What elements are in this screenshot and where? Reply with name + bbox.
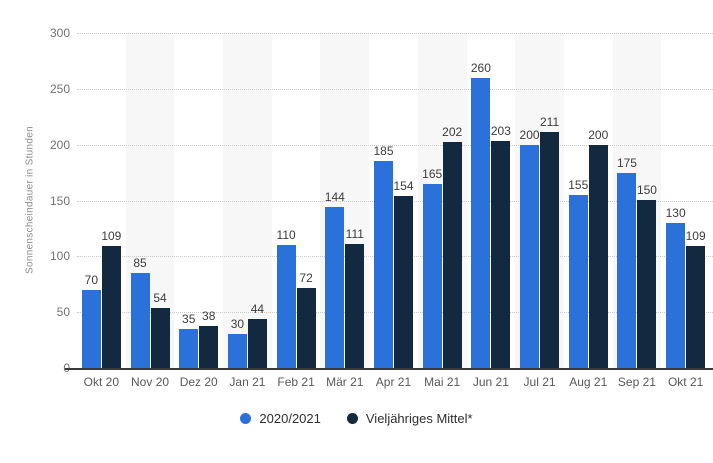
bar-series2[interactable]: 109 <box>686 229 706 368</box>
bar-series1[interactable]: 165 <box>422 167 442 368</box>
bar-series2[interactable]: 44 <box>247 302 267 368</box>
value-label: 54 <box>153 291 167 305</box>
value-label: 70 <box>84 273 99 287</box>
category-column: 35 38 <box>174 33 223 368</box>
legend-marker-vieljaehriges-mittel-icon <box>346 413 358 424</box>
legend-item-2020-2021[interactable]: 2020/2021 <box>240 411 321 426</box>
y-tick-label: 50 <box>56 305 70 320</box>
value-label: 85 <box>133 256 147 270</box>
value-label: 38 <box>202 309 216 323</box>
legend-label-vieljaehriges-mittel: Vieljähriges Mittel* <box>365 411 473 426</box>
x-axis-label: Sep 21 <box>617 375 656 389</box>
x-axis-label: Feb 21 <box>277 375 315 389</box>
category-column: 130 109 <box>661 33 710 368</box>
x-axis-label: Dez 20 <box>179 375 218 389</box>
bar-series1[interactable]: 260 <box>471 61 491 368</box>
bar-series1[interactable]: 85 <box>130 256 150 368</box>
category-column: 70 109 <box>77 33 126 368</box>
bar-series2[interactable]: 202 <box>442 125 462 368</box>
category-column: 155 200 <box>564 33 613 368</box>
value-label: 202 <box>442 125 463 139</box>
y-tick-label: 200 <box>49 137 70 152</box>
bar-series2[interactable]: 150 <box>637 183 657 368</box>
bar-series1[interactable]: 200 <box>520 128 540 368</box>
y-gridline <box>77 144 713 146</box>
legend-label-2020-2021: 2020/2021 <box>259 411 321 426</box>
category-column: 260 203 <box>467 33 516 368</box>
x-axis-label: Mär 21 <box>326 375 364 389</box>
y-gridline <box>77 88 713 90</box>
value-label: 154 <box>393 179 414 193</box>
bar-series1[interactable]: 185 <box>373 144 394 368</box>
bar-series2[interactable]: 154 <box>393 179 414 368</box>
x-axis-label: Okt 21 <box>667 375 704 389</box>
bar-series1[interactable]: 175 <box>617 156 637 368</box>
x-axis-label: Mai 21 <box>424 375 461 389</box>
y-tick-label: 100 <box>49 249 70 264</box>
y-gridline <box>77 33 713 34</box>
bar-series1[interactable]: 110 <box>277 228 296 368</box>
value-label: 109 <box>101 229 122 243</box>
x-axis-label: Apr 21 <box>375 375 412 389</box>
bar-series2[interactable]: 38 <box>199 309 219 368</box>
category-column: 200 211 <box>515 33 564 368</box>
y-tick-label: 250 <box>49 81 70 96</box>
bar-series2[interactable]: 211 <box>540 115 559 368</box>
y-tick-label: 0 <box>20 361 70 375</box>
category-column: 85 54 <box>126 33 175 368</box>
y-tick-label: 150 <box>49 193 70 208</box>
x-axis-label: Aug 21 <box>569 375 608 389</box>
category-column: 165 202 <box>418 33 467 368</box>
bar-series1[interactable]: 70 <box>81 273 101 368</box>
value-label: 175 <box>616 156 637 170</box>
bar-series2[interactable]: 72 <box>296 271 316 368</box>
category-column: 110 72 <box>272 33 321 368</box>
x-axis-label: Okt 20 <box>83 375 120 389</box>
value-label: 111 <box>345 227 364 241</box>
value-label: 203 <box>490 124 511 138</box>
value-label: 110 <box>276 228 296 242</box>
x-axis-line <box>65 368 713 370</box>
bar-series1[interactable]: 35 <box>179 312 199 368</box>
legend: 2020/2021 Vieljähriges Mittel* <box>0 411 713 426</box>
bar-series1[interactable]: 30 <box>227 317 247 368</box>
y-tick-label: 300 <box>49 26 70 40</box>
bar-series2[interactable]: 109 <box>101 229 121 368</box>
category-column: 144 111 <box>320 33 369 368</box>
bar-series2[interactable]: 54 <box>150 291 170 368</box>
bar-series2[interactable]: 200 <box>588 128 608 368</box>
bar-series2[interactable]: 203 <box>491 124 511 368</box>
value-label: 130 <box>665 206 686 220</box>
value-label: 150 <box>636 183 657 197</box>
bar-series1[interactable]: 155 <box>568 178 588 368</box>
value-label: 185 <box>373 144 394 158</box>
value-label: 260 <box>470 61 491 75</box>
value-label: 155 <box>568 178 589 192</box>
value-label: 144 <box>324 190 345 204</box>
category-column: 175 150 <box>613 33 662 368</box>
x-axis-label: Jun 21 <box>472 375 509 389</box>
category-column: 185 154 <box>369 33 418 368</box>
x-axis-label: Nov 20 <box>131 375 170 389</box>
value-label: 200 <box>588 128 609 142</box>
value-label: 44 <box>250 302 265 316</box>
bar-series1[interactable]: 130 <box>666 206 686 368</box>
value-label: 211 <box>539 115 560 129</box>
value-label: 165 <box>422 167 443 181</box>
legend-marker-2020-2021-icon <box>240 413 252 424</box>
legend-item-vieljaehriges-mittel[interactable]: Vieljähriges Mittel* <box>346 411 473 426</box>
x-axis-label: Jan 21 <box>229 375 266 389</box>
category-column: 30 44 <box>223 33 272 368</box>
bar-series1[interactable]: 144 <box>325 190 345 368</box>
value-label: 30 <box>230 317 245 331</box>
bar-series2[interactable]: 111 <box>345 227 365 368</box>
value-label: 200 <box>519 128 540 142</box>
value-label: 109 <box>685 229 706 243</box>
value-label: 72 <box>299 271 313 285</box>
x-axis-label: Jul 21 <box>523 375 556 389</box>
value-label: 35 <box>182 312 196 326</box>
